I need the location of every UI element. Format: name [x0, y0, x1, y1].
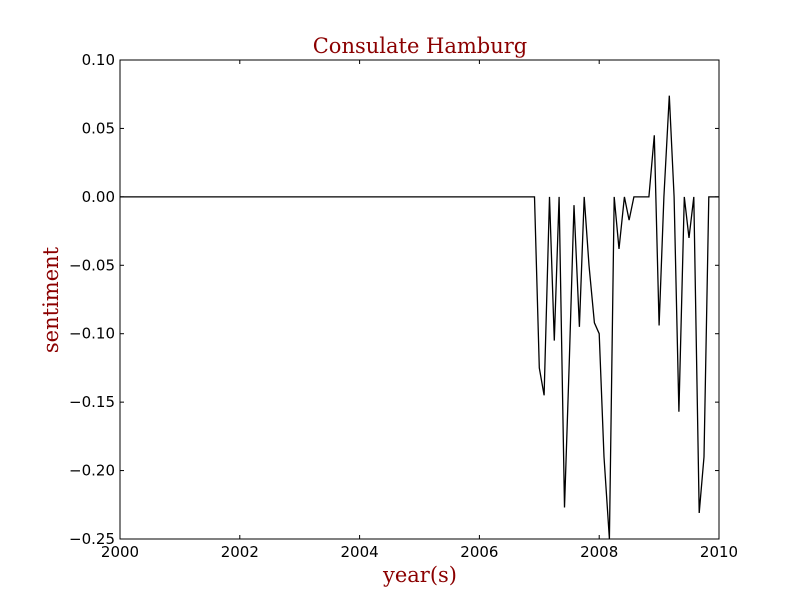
x-axis-label: year(s)	[382, 563, 457, 587]
y-tick-label: −0.05	[69, 256, 115, 274]
x-tick-label: 2002	[221, 543, 259, 561]
y-tick-label: 0.10	[82, 51, 115, 69]
y-axis-ticks: 0.10 0.05 0.00 −0.05 −0.10 −0.15 −0.20 −0.25	[69, 51, 719, 548]
x-axis-ticks: 2000 2002 2004 2006 2008 2010	[101, 60, 738, 561]
x-tick-label: 2006	[460, 543, 498, 561]
y-tick-label: −0.20	[69, 462, 115, 480]
y-tick-label: −0.25	[69, 530, 115, 548]
y-tick-label: 0.05	[82, 119, 115, 137]
y-axis-label: sentiment	[39, 246, 63, 353]
chart-title: Consulate Hamburg	[313, 34, 528, 58]
y-tick-label: −0.10	[69, 325, 115, 343]
x-tick-label: 2010	[700, 543, 738, 561]
series-line-group	[120, 95, 719, 540]
series-line-0	[120, 95, 719, 540]
plot-frame	[119, 59, 720, 540]
x-tick-label: 2000	[101, 543, 139, 561]
y-tick-label: −0.15	[69, 393, 115, 411]
x-tick-label: 2004	[341, 543, 379, 561]
x-tick-label: 2008	[580, 543, 618, 561]
y-tick-label: 0.00	[82, 188, 115, 206]
